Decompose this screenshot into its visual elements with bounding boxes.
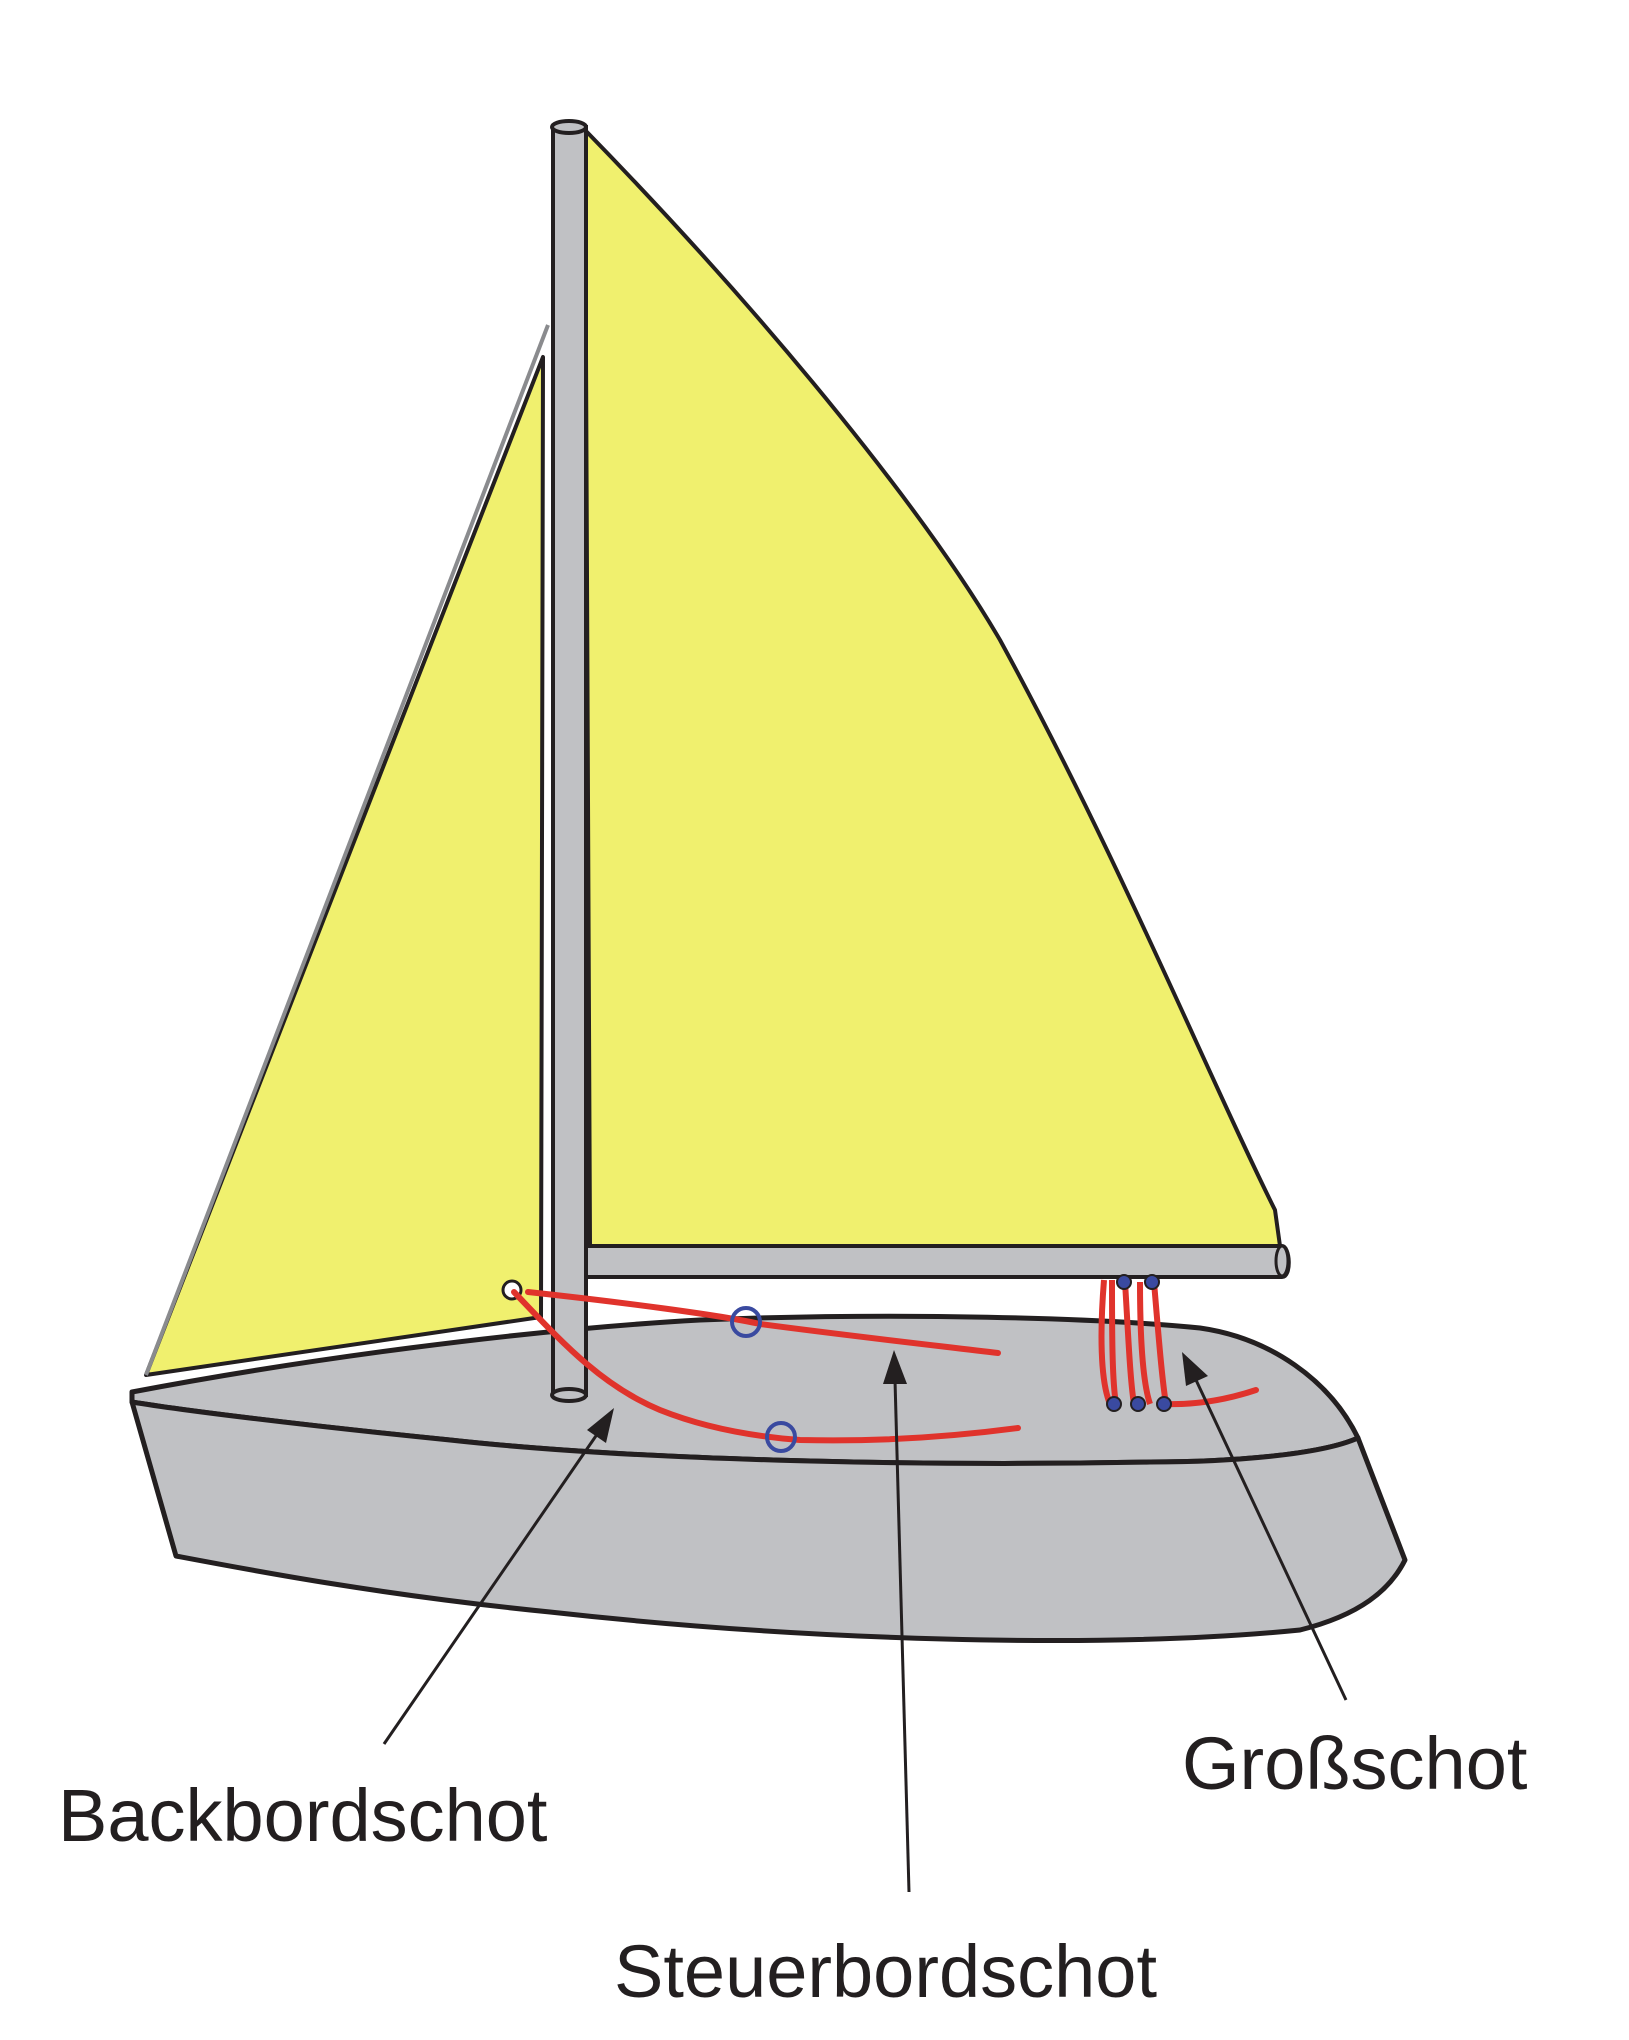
hull-side	[129, 1399, 1408, 1643]
port-sheet-leader	[382, 1429, 602, 1745]
label-starboard-sheet: Steuerbordschot	[614, 1930, 1157, 2013]
main-sheet-leader	[1194, 1379, 1348, 1701]
mast-foot	[550, 1387, 588, 1403]
block-bottom-2	[1130, 1396, 1146, 1412]
block-bottom-3	[1156, 1396, 1172, 1412]
starboard-sheet-arrowhead-icon	[883, 1350, 907, 1384]
boom-end-cap	[1274, 1244, 1290, 1278]
mast-top	[550, 119, 588, 135]
block-top-1	[1116, 1274, 1132, 1290]
boom	[583, 1244, 1291, 1279]
port-sheet-line	[511, 1289, 1021, 1444]
main-sheet-tackle	[1098, 1274, 1259, 1412]
main-sail	[583, 128, 1282, 1248]
label-main-sheet: Großschot	[1182, 1722, 1528, 1805]
starboard-fairlead-ring-icon	[730, 1306, 762, 1338]
block-bottom-1	[1106, 1396, 1122, 1412]
main-sheet-arrowhead-icon	[1182, 1352, 1208, 1386]
port-sheet-arrowhead-icon	[587, 1408, 614, 1443]
block-top-2	[1144, 1274, 1160, 1290]
port-fairlead-ring-icon	[765, 1421, 797, 1453]
forestay	[144, 324, 550, 1376]
starboard-sheet-leader	[893, 1379, 911, 1893]
mast	[551, 125, 588, 1397]
label-port-sheet: Backbordschot	[58, 1774, 548, 1857]
